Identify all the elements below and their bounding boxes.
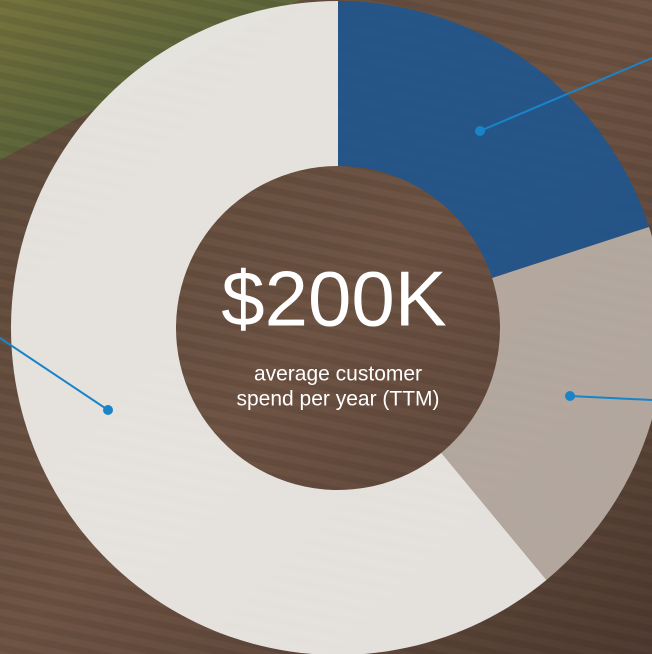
leader-lines xyxy=(0,57,652,415)
center-label: average customer xyxy=(254,363,422,386)
leader-dot xyxy=(103,405,113,415)
leader-dot xyxy=(565,391,575,401)
donut-segment xyxy=(11,1,547,654)
donut xyxy=(11,1,652,654)
donut-segment xyxy=(338,1,649,278)
leader-line xyxy=(569,395,652,401)
center-value: $200K xyxy=(221,255,447,343)
leader-line xyxy=(479,57,652,132)
leader-dot xyxy=(475,126,485,136)
center-label: spend per year (TTM) xyxy=(236,388,439,411)
donut-segment xyxy=(441,226,652,580)
leader-line xyxy=(0,337,109,411)
